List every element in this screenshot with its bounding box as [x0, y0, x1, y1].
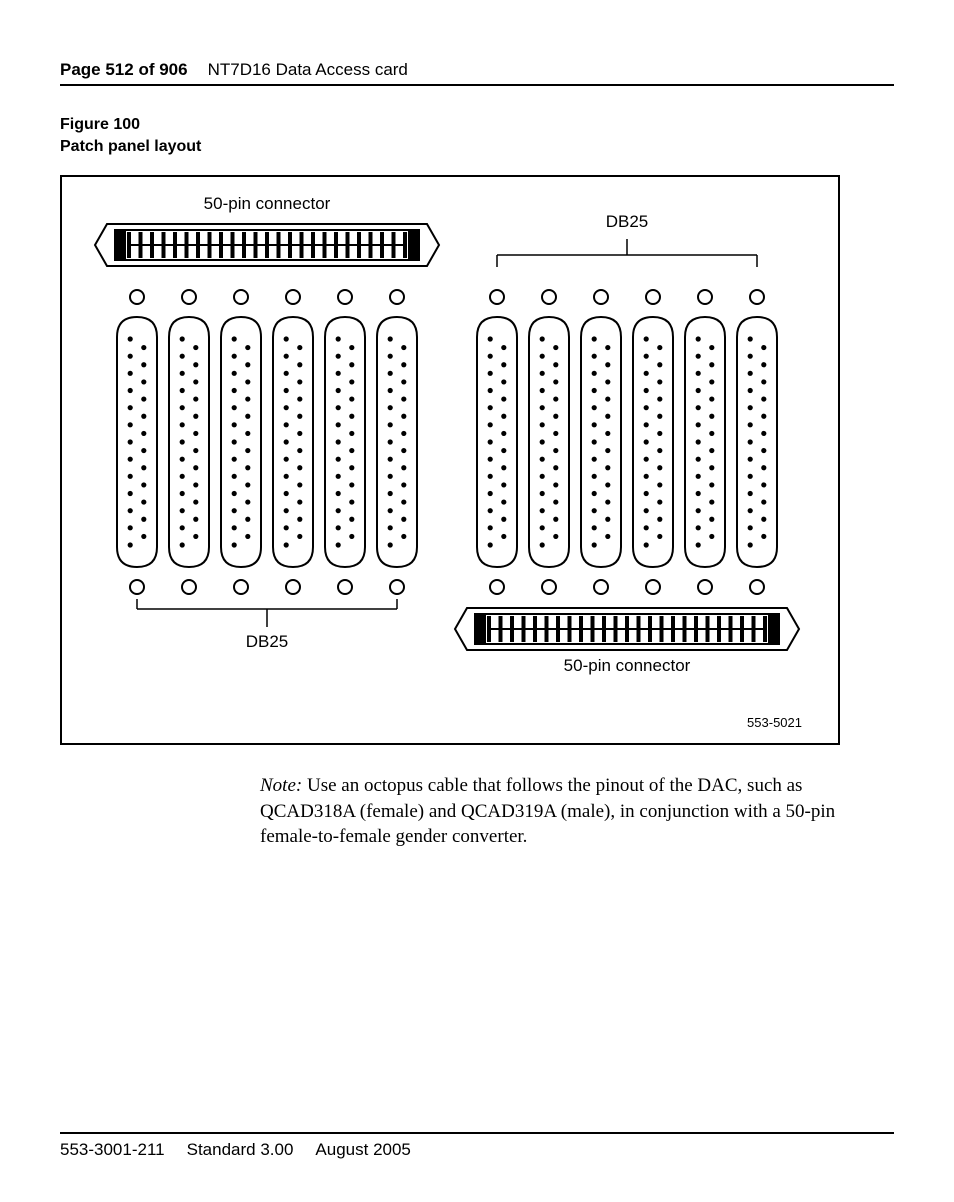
note-block: Note: Use an octopus cable that follows …: [260, 773, 840, 850]
footer-date: August 2005: [315, 1140, 410, 1160]
footer-doc: 553-3001-211: [60, 1140, 165, 1160]
svg-text:DB25: DB25: [606, 212, 649, 231]
svg-text:50-pin connector: 50-pin connector: [204, 194, 331, 213]
figure-caption: Patch panel layout: [60, 136, 894, 158]
note-text: Use an octopus cable that follows the pi…: [260, 775, 835, 847]
page-number: Page 512 of 906: [60, 60, 188, 80]
page-footer: 553-3001-211 Standard 3.00 August 2005: [60, 1132, 894, 1160]
header-rule: [60, 84, 894, 86]
svg-text:50-pin connector: 50-pin connector: [564, 656, 691, 675]
note-label: Note:: [260, 775, 302, 796]
footer-std: Standard 3.00: [187, 1140, 294, 1160]
diagram-frame: 50-pin connector DB25 DB25 50-pin connector…: [60, 175, 840, 745]
figure-number: Figure 100: [60, 114, 894, 136]
patch-panel-diagram: 50-pin connector DB25 DB25 50-pin connector…: [62, 177, 838, 743]
footer-rule: [60, 1132, 894, 1134]
svg-text:DB25: DB25: [246, 632, 289, 651]
section-title: NT7D16 Data Access card: [208, 60, 408, 80]
svg-text:553-5021: 553-5021: [747, 715, 802, 730]
page-header: Page 512 of 906 NT7D16 Data Access card: [60, 60, 894, 84]
